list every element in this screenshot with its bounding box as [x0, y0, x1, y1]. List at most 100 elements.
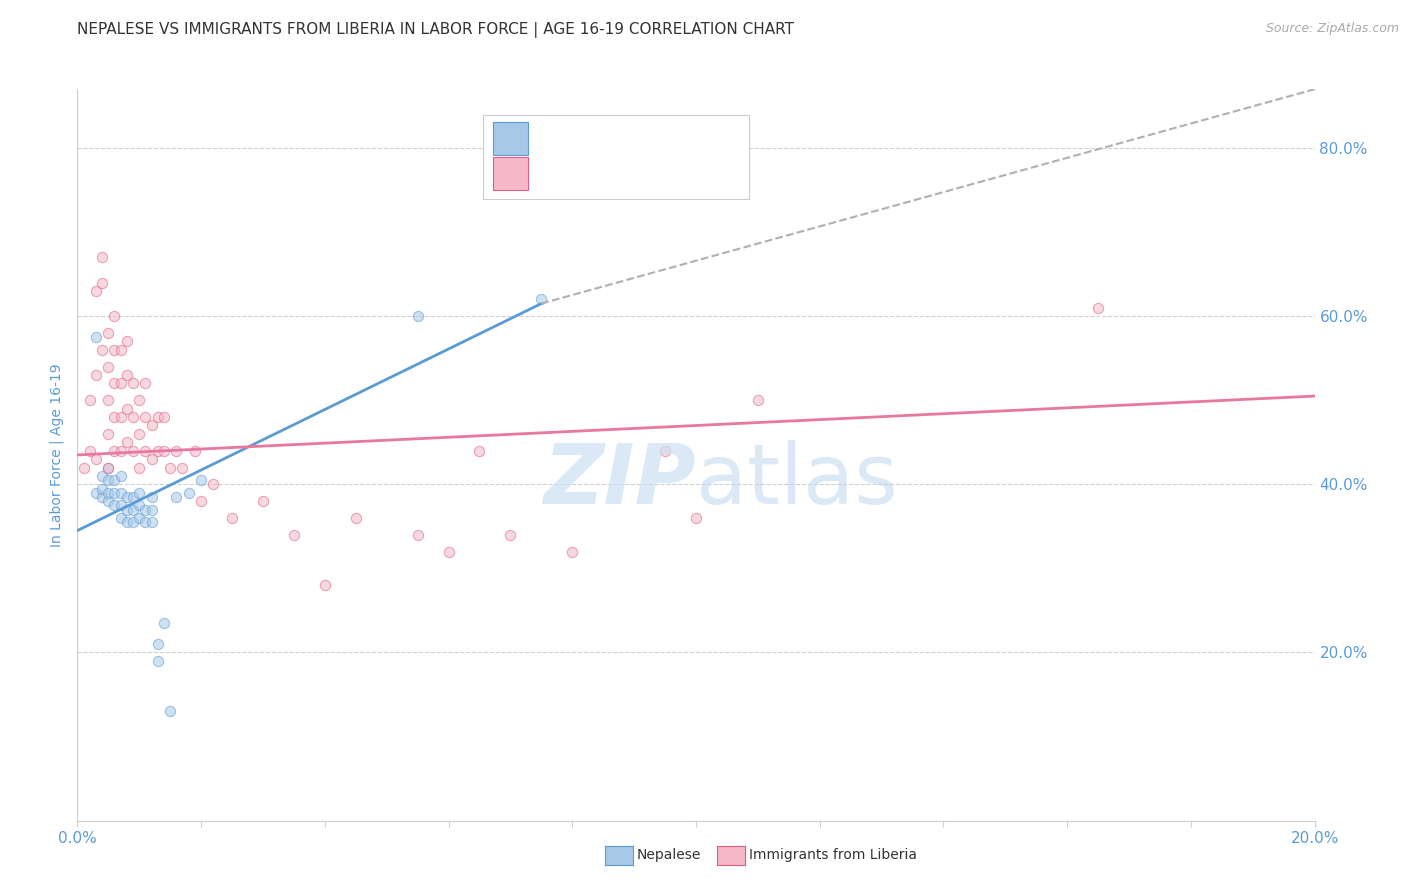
FancyBboxPatch shape	[484, 115, 749, 199]
Point	[115, 490, 138, 504]
Point	[468, 443, 491, 458]
Point	[110, 343, 132, 357]
Point	[530, 293, 553, 307]
Point	[110, 443, 132, 458]
Point	[91, 251, 114, 265]
Point	[110, 485, 132, 500]
Point	[134, 410, 156, 425]
Point	[406, 309, 429, 323]
Point	[747, 393, 769, 408]
Point	[84, 452, 107, 467]
Text: R = 0.539   N = 39: R = 0.539 N = 39	[537, 129, 682, 145]
Point	[103, 473, 125, 487]
Point	[153, 410, 176, 425]
Point	[97, 393, 120, 408]
Point	[172, 460, 194, 475]
Point	[146, 443, 169, 458]
Point	[91, 490, 114, 504]
Point	[84, 330, 107, 344]
Point	[97, 485, 120, 500]
Point	[97, 359, 120, 374]
Point	[146, 654, 169, 668]
Point	[128, 485, 150, 500]
Point	[314, 578, 336, 592]
Point	[134, 443, 156, 458]
Point	[146, 637, 169, 651]
Point	[103, 309, 125, 323]
Point	[184, 443, 207, 458]
Point	[110, 410, 132, 425]
Point	[190, 494, 212, 508]
Y-axis label: In Labor Force | Age 16-19: In Labor Force | Age 16-19	[49, 363, 65, 547]
Point	[115, 401, 138, 416]
Point	[685, 511, 707, 525]
Point	[91, 343, 114, 357]
Point	[141, 502, 163, 516]
Point	[110, 511, 132, 525]
Point	[122, 376, 145, 391]
Point	[72, 460, 94, 475]
Point	[103, 343, 125, 357]
Point	[128, 499, 150, 513]
Point	[283, 528, 305, 542]
Point	[103, 376, 125, 391]
Point	[122, 410, 145, 425]
Point	[141, 515, 163, 529]
Point	[1087, 301, 1109, 315]
Point	[122, 490, 145, 504]
Point	[115, 334, 138, 349]
Point	[110, 376, 132, 391]
Point	[146, 410, 169, 425]
Point	[141, 452, 163, 467]
Point	[79, 393, 101, 408]
Point	[221, 511, 243, 525]
Point	[141, 490, 163, 504]
FancyBboxPatch shape	[494, 157, 527, 190]
Point	[110, 469, 132, 483]
Point	[79, 443, 101, 458]
Point	[134, 376, 156, 391]
Point	[177, 485, 200, 500]
Point	[153, 443, 176, 458]
Text: Immigrants from Liberia: Immigrants from Liberia	[749, 848, 917, 863]
Point	[115, 515, 138, 529]
Point	[84, 284, 107, 298]
Point	[91, 469, 114, 483]
Point	[103, 443, 125, 458]
Point	[128, 393, 150, 408]
Text: R = 0.089   N = 62: R = 0.089 N = 62	[537, 164, 682, 179]
Point	[97, 460, 120, 475]
Point	[103, 485, 125, 500]
Point	[165, 443, 187, 458]
Point	[122, 515, 145, 529]
Text: atlas: atlas	[696, 440, 897, 521]
Point	[128, 460, 150, 475]
Point	[134, 502, 156, 516]
Point	[561, 544, 583, 558]
Point	[97, 473, 120, 487]
Point	[437, 544, 460, 558]
Point	[115, 368, 138, 382]
Point	[115, 435, 138, 450]
Point	[91, 276, 114, 290]
Point	[202, 477, 225, 491]
Point	[97, 460, 120, 475]
Point	[97, 426, 120, 441]
Point	[122, 502, 145, 516]
Point	[654, 443, 676, 458]
Point	[128, 511, 150, 525]
Text: Nepalese: Nepalese	[637, 848, 702, 863]
Point	[141, 418, 163, 433]
Point	[153, 616, 176, 631]
Point	[190, 473, 212, 487]
Point	[165, 490, 187, 504]
Point	[344, 511, 367, 525]
Point	[159, 460, 181, 475]
Text: NEPALESE VS IMMIGRANTS FROM LIBERIA IN LABOR FORCE | AGE 16-19 CORRELATION CHART: NEPALESE VS IMMIGRANTS FROM LIBERIA IN L…	[77, 22, 794, 38]
Point	[159, 704, 181, 718]
Point	[115, 502, 138, 516]
Point	[84, 485, 107, 500]
Point	[84, 368, 107, 382]
FancyBboxPatch shape	[494, 122, 527, 155]
Point	[134, 515, 156, 529]
